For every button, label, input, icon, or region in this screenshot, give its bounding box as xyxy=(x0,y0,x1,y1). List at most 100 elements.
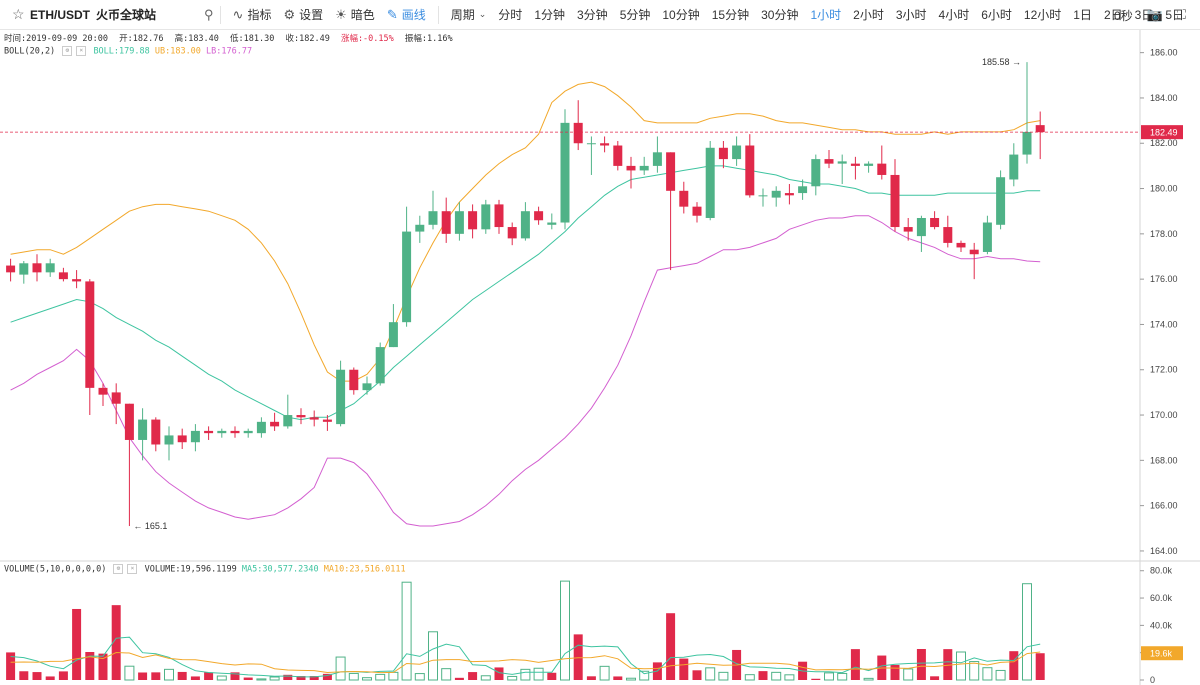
timeframe-4[interactable]: 10分钟 xyxy=(662,8,700,22)
candle-body xyxy=(494,204,504,228)
boll-mid-value: BOLL:179.88 xyxy=(93,46,150,57)
candle-body xyxy=(586,143,596,145)
indicators-label: 指标 xyxy=(247,8,272,22)
timeframe-16[interactable]: 5日 xyxy=(1165,8,1184,22)
boll-up-value: UB:183.00 xyxy=(154,46,201,57)
period-label: 周期 xyxy=(450,8,475,22)
settings-mini-icon[interactable]: ⚙ xyxy=(113,564,124,574)
candle-body xyxy=(190,430,200,443)
candle-body xyxy=(111,392,121,404)
candle-body xyxy=(243,430,253,434)
timeframe-5[interactable]: 15分钟 xyxy=(711,8,750,22)
volume-bar xyxy=(679,658,689,680)
price-tick-label: 174.00 xyxy=(1150,319,1178,329)
timeframe-9[interactable]: 3小时 xyxy=(895,8,927,22)
toolbar-divider xyxy=(437,5,439,24)
symbol-name[interactable]: ETH/USDT xyxy=(30,7,90,22)
candle-body xyxy=(388,322,398,348)
volume-bar xyxy=(784,674,795,681)
candle-body xyxy=(507,227,517,239)
timeframe-13[interactable]: 1日 xyxy=(1073,8,1092,22)
volume-bar xyxy=(995,669,1006,681)
favorite-star-icon[interactable]: ☆ xyxy=(12,6,25,22)
volume-bar xyxy=(494,667,504,680)
price-tick-label: 170.00 xyxy=(1150,410,1178,420)
timeframe-12[interactable]: 12小时 xyxy=(1023,8,1062,22)
timeframe-14[interactable]: 2日 xyxy=(1103,8,1123,22)
candle-body xyxy=(732,145,742,160)
volume-bar xyxy=(388,671,399,681)
volume-bar xyxy=(428,631,438,681)
timeframe-1[interactable]: 1分钟 xyxy=(534,8,565,22)
candle-body xyxy=(666,152,676,191)
timeframe-11[interactable]: 6小时 xyxy=(981,8,1012,22)
close-mini-icon[interactable]: × xyxy=(127,564,138,574)
search-icon[interactable]: ⚲ xyxy=(204,6,214,22)
volume-bar xyxy=(401,581,412,681)
timeframe-6[interactable]: 30分钟 xyxy=(761,8,799,22)
timeframe-2[interactable]: 3分钟 xyxy=(577,8,608,22)
settings-mini-icon[interactable]: ⚙ xyxy=(62,46,73,56)
timeframe-3[interactable]: 5分钟 xyxy=(619,8,651,22)
volume-bar xyxy=(256,678,267,681)
volume-bar xyxy=(468,672,478,680)
candle-body xyxy=(520,211,530,239)
volume-bar xyxy=(98,653,108,680)
volume-bar xyxy=(705,667,716,681)
price-tick-label: 166.00 xyxy=(1150,501,1178,511)
volume-bar xyxy=(72,608,82,680)
theme-button[interactable]: ☀ 暗色 xyxy=(335,6,375,23)
info-open: 开:182.76 xyxy=(119,34,164,44)
candle-body xyxy=(692,206,702,216)
period-dropdown[interactable]: 周期 ⌄ xyxy=(451,6,487,23)
volume-bar xyxy=(520,668,531,681)
candle-body xyxy=(72,279,82,282)
draw-button[interactable]: ✎ 画线 xyxy=(387,6,426,23)
price-tick-label: 164.00 xyxy=(1150,546,1178,556)
timeframe-10[interactable]: 4小时 xyxy=(938,8,970,22)
timeframe-7[interactable]: 1小时 xyxy=(810,8,842,22)
volume-name: VOLUME(5,10,0,0,0,0) xyxy=(4,564,107,575)
candle-body xyxy=(890,174,900,228)
indicators-button[interactable]: ∿ 指标 xyxy=(233,6,272,23)
volume-bar xyxy=(626,677,636,681)
toolbar-divider xyxy=(219,5,221,24)
price-tick-label: 176.00 xyxy=(1150,274,1178,284)
sun-icon: ☀ xyxy=(335,6,347,22)
candle-body xyxy=(481,204,491,230)
volume-bar xyxy=(19,671,29,680)
volume-ma5-line xyxy=(10,636,1041,678)
timeframe-0[interactable]: 分时 xyxy=(498,8,523,22)
candle-body xyxy=(877,163,887,175)
volume-bar xyxy=(930,676,940,680)
candle-body xyxy=(864,163,874,166)
timeframe-15[interactable]: 3日 xyxy=(1134,8,1154,22)
candle-body xyxy=(375,347,385,384)
close-mini-icon[interactable]: × xyxy=(76,46,87,56)
candle-body xyxy=(336,369,346,425)
volume-bar xyxy=(982,667,993,681)
volume-bar xyxy=(164,668,174,681)
candle-body xyxy=(32,263,42,273)
candle-body xyxy=(956,242,966,248)
volume-bar xyxy=(414,673,425,681)
timeframe-8[interactable]: 2小时 xyxy=(853,8,884,22)
candle-body xyxy=(138,419,148,440)
settings-button[interactable]: ⚙ 设置 xyxy=(283,6,323,23)
volume-bar xyxy=(480,675,491,681)
fullscreen-icon[interactable]: ⛶ xyxy=(1176,7,1186,22)
candle-body xyxy=(837,161,847,164)
volume-bar xyxy=(771,671,782,681)
candle-body xyxy=(45,263,55,273)
candle-body xyxy=(982,222,992,252)
volume-bar xyxy=(758,671,768,680)
price-tick-label: 178.00 xyxy=(1150,229,1178,239)
candle-body xyxy=(19,263,29,275)
volume-ma10: MA10:23,516.0111 xyxy=(323,564,406,575)
camera-icon[interactable]: 📷 xyxy=(1146,7,1163,22)
volume-bar xyxy=(837,672,848,681)
candle-body xyxy=(639,165,649,171)
candle-body xyxy=(256,421,266,434)
timeframe-list: 分时 1分钟 3分钟 5分钟 10分钟 15分钟 30分钟 1小时 2小时 3小时 4小时 6小时 12… xyxy=(492,6,1190,23)
